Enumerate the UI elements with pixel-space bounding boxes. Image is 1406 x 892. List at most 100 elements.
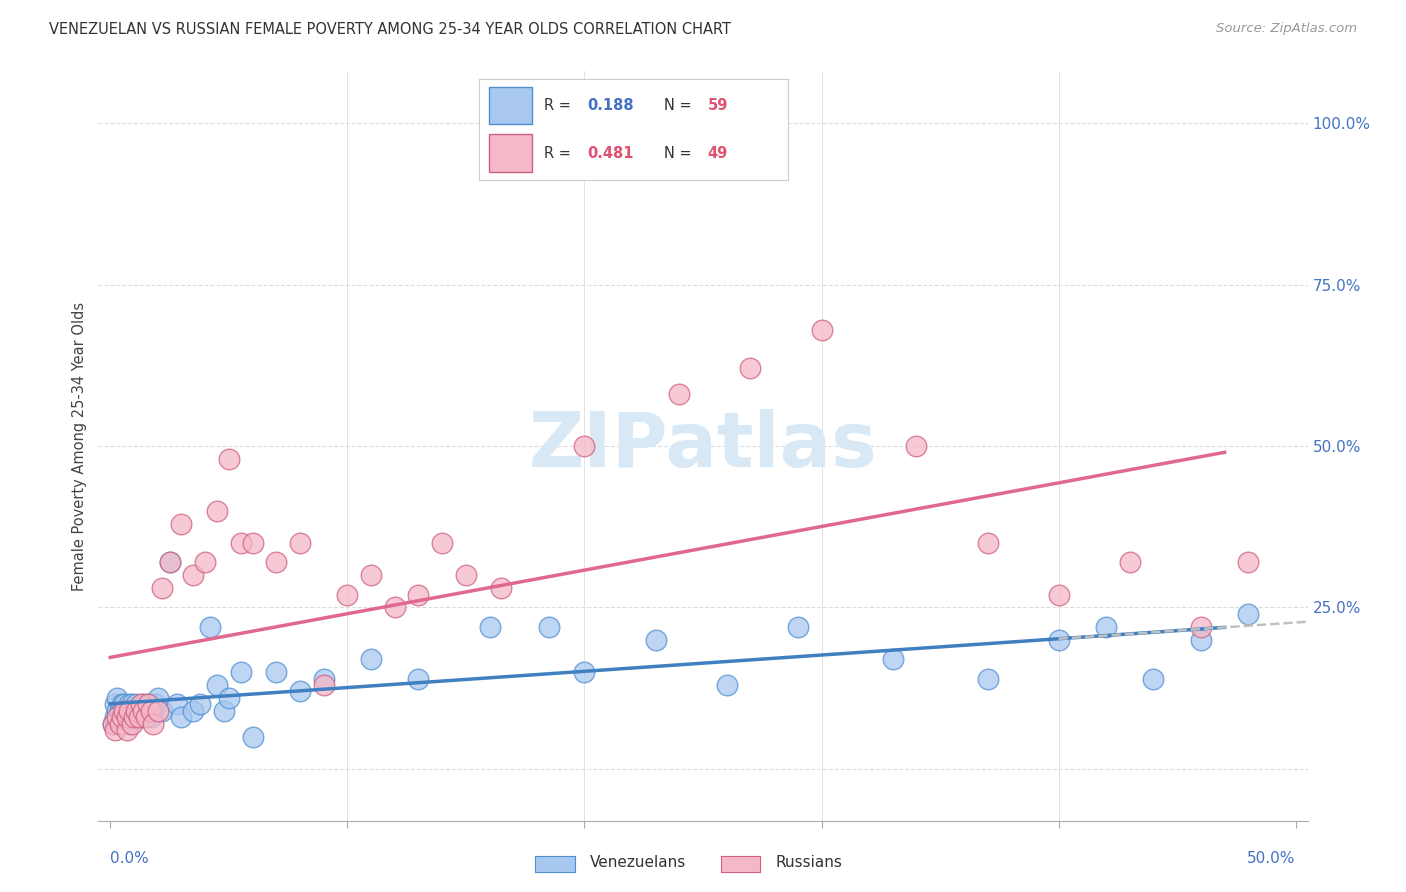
Text: Russians: Russians — [775, 855, 842, 870]
Y-axis label: Female Poverty Among 25-34 Year Olds: Female Poverty Among 25-34 Year Olds — [72, 301, 87, 591]
Point — [114, 698, 136, 712]
Point — [1237, 555, 1260, 569]
Point — [198, 620, 221, 634]
Point — [170, 516, 193, 531]
Point — [644, 632, 666, 647]
Point — [454, 568, 477, 582]
Point — [159, 555, 181, 569]
Point — [118, 716, 141, 731]
Point — [142, 716, 165, 731]
Point — [111, 698, 134, 712]
Point — [125, 698, 148, 712]
Point — [432, 536, 454, 550]
Point — [105, 710, 128, 724]
Point — [132, 698, 155, 712]
Point — [905, 439, 928, 453]
Point — [118, 704, 141, 718]
Point — [115, 723, 138, 738]
Point — [122, 710, 145, 724]
Point — [740, 361, 762, 376]
Point — [1189, 620, 1212, 634]
Point — [108, 716, 131, 731]
Point — [136, 698, 159, 712]
Point — [101, 716, 124, 731]
Point — [159, 555, 181, 569]
Point — [115, 704, 138, 718]
Point — [152, 581, 174, 595]
Point — [135, 704, 157, 718]
Point — [143, 698, 166, 712]
Point — [212, 704, 235, 718]
Point — [105, 704, 128, 718]
Point — [105, 690, 128, 705]
Point — [408, 672, 430, 686]
Point — [114, 704, 136, 718]
Point — [360, 568, 382, 582]
Point — [181, 568, 204, 582]
Text: 50.0%: 50.0% — [1247, 851, 1296, 865]
Point — [146, 690, 169, 705]
Point — [115, 710, 138, 724]
Text: Source: ZipAtlas.com: Source: ZipAtlas.com — [1216, 22, 1357, 36]
Point — [125, 704, 148, 718]
Point — [242, 730, 264, 744]
Point — [312, 672, 335, 686]
Point — [194, 555, 217, 569]
Point — [142, 704, 165, 718]
Point — [336, 588, 359, 602]
Point — [104, 723, 127, 738]
Point — [360, 652, 382, 666]
Point — [104, 710, 127, 724]
Point — [108, 716, 131, 731]
Text: VENEZUELAN VS RUSSIAN FEMALE POVERTY AMONG 25-34 YEAR OLDS CORRELATION CHART: VENEZUELAN VS RUSSIAN FEMALE POVERTY AMO… — [49, 22, 731, 37]
Point — [242, 536, 264, 550]
Point — [101, 716, 124, 731]
Point — [190, 698, 212, 712]
Point — [166, 698, 188, 712]
Point — [716, 678, 738, 692]
Point — [882, 652, 904, 666]
Point — [1047, 588, 1070, 602]
Point — [122, 704, 145, 718]
Point — [121, 716, 143, 731]
Text: Venezuelans: Venezuelans — [591, 855, 686, 870]
Point — [135, 710, 157, 724]
Point — [786, 620, 808, 634]
Point — [1095, 620, 1118, 634]
Point — [205, 678, 228, 692]
Point — [218, 690, 240, 705]
Point — [218, 451, 240, 466]
Point — [128, 710, 150, 724]
Point — [478, 620, 501, 634]
Point — [976, 672, 998, 686]
Point — [229, 536, 252, 550]
Point — [115, 710, 138, 724]
Point — [152, 704, 174, 718]
Point — [104, 698, 127, 712]
Point — [1142, 672, 1164, 686]
Text: 0.0%: 0.0% — [110, 851, 149, 865]
Point — [108, 704, 131, 718]
Point — [264, 665, 287, 679]
Point — [574, 665, 596, 679]
Point — [121, 704, 143, 718]
Point — [181, 704, 204, 718]
Point — [128, 704, 150, 718]
Point — [264, 555, 287, 569]
Point — [574, 439, 596, 453]
Point — [139, 710, 162, 724]
Point — [170, 710, 193, 724]
Point — [229, 665, 252, 679]
Point — [129, 698, 152, 712]
Point — [384, 600, 406, 615]
Point — [491, 581, 513, 595]
Point — [121, 698, 143, 712]
Point — [114, 704, 136, 718]
Point — [1237, 607, 1260, 621]
Point — [288, 684, 311, 698]
Point — [1047, 632, 1070, 647]
Point — [810, 323, 832, 337]
Point — [1189, 632, 1212, 647]
Point — [122, 710, 145, 724]
Point — [139, 704, 162, 718]
